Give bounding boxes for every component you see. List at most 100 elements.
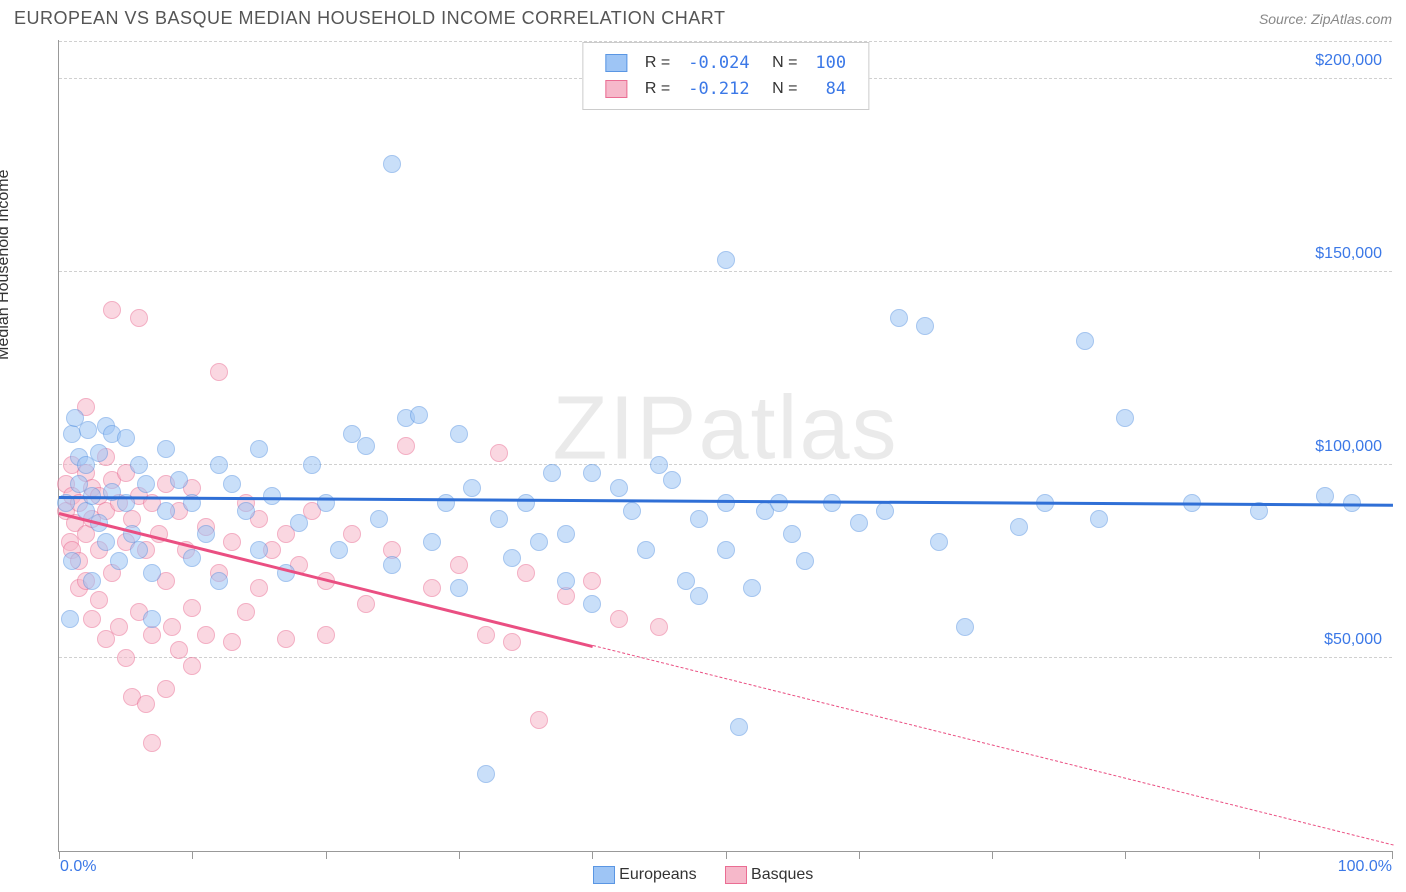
legend-r-value: -0.212 [680, 77, 757, 101]
x-tick [726, 851, 727, 859]
data-point [383, 155, 401, 173]
y-tick-label: $50,000 [1324, 631, 1382, 649]
data-point [890, 309, 908, 327]
data-point [916, 317, 934, 335]
data-point [450, 579, 468, 597]
data-point [1076, 332, 1094, 350]
data-point [623, 502, 641, 520]
data-point [97, 533, 115, 551]
data-point [143, 734, 161, 752]
data-point [90, 591, 108, 609]
data-point [143, 610, 161, 628]
y-tick-label: $100,000 [1315, 438, 1382, 456]
data-point [557, 587, 575, 605]
data-point [157, 440, 175, 458]
x-tick [1259, 851, 1260, 859]
legend-r-value: -0.024 [680, 51, 757, 75]
x-tick [326, 851, 327, 859]
data-point [237, 603, 255, 621]
legend-swatch [593, 866, 615, 884]
data-point [663, 471, 681, 489]
x-tick [192, 851, 193, 859]
data-point [170, 641, 188, 659]
data-point [117, 429, 135, 447]
data-point [463, 479, 481, 497]
data-point [557, 525, 575, 543]
data-point [610, 610, 628, 628]
data-point [83, 572, 101, 590]
legend-n-value: 84 [807, 77, 854, 101]
data-point [137, 475, 155, 493]
data-point [250, 541, 268, 559]
data-point [223, 533, 241, 551]
data-point [250, 440, 268, 458]
data-point [263, 487, 281, 505]
x-tick [859, 851, 860, 859]
data-point [517, 564, 535, 582]
x-max-label: 100.0% [1338, 858, 1392, 876]
data-point [223, 633, 241, 651]
data-point [277, 630, 295, 648]
data-point [90, 444, 108, 462]
data-point [79, 421, 97, 439]
watermark: ZIPatlas [552, 378, 898, 481]
legend-n-label: N = [760, 77, 806, 101]
data-point [650, 456, 668, 474]
data-point [157, 680, 175, 698]
data-point [717, 541, 735, 559]
data-point [1116, 409, 1134, 427]
gridline [59, 271, 1392, 272]
data-point [770, 494, 788, 512]
data-point [956, 618, 974, 636]
data-point [690, 510, 708, 528]
data-point [163, 618, 181, 636]
x-min-label: 0.0% [60, 858, 96, 876]
data-point [117, 649, 135, 667]
data-point [690, 587, 708, 605]
data-point [330, 541, 348, 559]
data-point [543, 464, 561, 482]
data-point [183, 657, 201, 675]
data-point [290, 514, 308, 532]
data-point [517, 494, 535, 512]
data-point [930, 533, 948, 551]
data-point [503, 549, 521, 567]
data-point [423, 533, 441, 551]
source-label: Source: ZipAtlas.com [1259, 11, 1392, 27]
data-point [303, 456, 321, 474]
data-point [650, 618, 668, 636]
data-point [183, 549, 201, 567]
legend-swatch [725, 866, 747, 884]
data-point [137, 695, 155, 713]
legend-item: Basques [725, 866, 814, 884]
legend-r-label: R = [637, 51, 678, 75]
data-point [583, 572, 601, 590]
data-point [530, 711, 548, 729]
data-point [197, 525, 215, 543]
legend-swatch [605, 80, 627, 98]
data-point [357, 595, 375, 613]
data-point [876, 502, 894, 520]
data-point [583, 595, 601, 613]
x-tick [1392, 851, 1393, 859]
data-point [370, 510, 388, 528]
data-point [490, 444, 508, 462]
data-point [610, 479, 628, 497]
data-point [1090, 510, 1108, 528]
data-point [423, 579, 441, 597]
data-point [410, 406, 428, 424]
data-point [143, 564, 161, 582]
legend-swatch [605, 54, 627, 72]
data-point [530, 533, 548, 551]
x-tick [992, 851, 993, 859]
gridline [59, 657, 1392, 658]
data-point [143, 626, 161, 644]
data-point [83, 610, 101, 628]
data-point [583, 464, 601, 482]
data-point [130, 309, 148, 327]
x-tick [592, 851, 593, 859]
data-point [397, 437, 415, 455]
legend-item: Europeans [593, 866, 697, 884]
data-point [743, 579, 761, 597]
legend-n-value: 100 [807, 51, 854, 75]
